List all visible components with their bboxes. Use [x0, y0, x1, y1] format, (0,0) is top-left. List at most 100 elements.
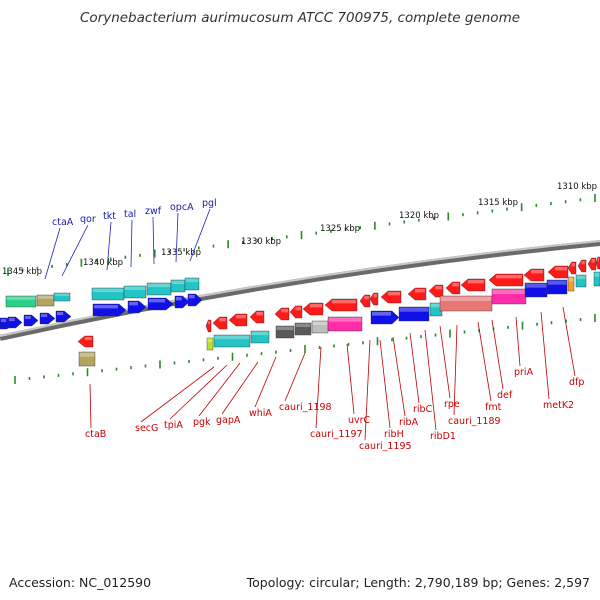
- label-leader: [346, 343, 355, 415]
- gene-feature-rrna-shine: [147, 283, 171, 288]
- scale-tick: [231, 352, 234, 361]
- gene-cds-reverse-shine: [388, 292, 400, 296]
- label-leader: [562, 306, 576, 377]
- gene-feature-rna-shine: [6, 296, 36, 300]
- gene-feature-misc: [78, 351, 96, 367]
- gene-cds-reverse: [302, 302, 324, 316]
- gene-feature-rrna-shine: [430, 303, 442, 308]
- gene-label-bottom: cauri_1197: [310, 429, 363, 440]
- gene-label-bottom: cauri_1198: [279, 402, 332, 413]
- label-leader: [254, 356, 277, 408]
- label-leader: [392, 336, 406, 417]
- gene-feature-rrna-shine: [594, 272, 600, 277]
- gene-cds-forward: [174, 295, 190, 309]
- gene-feature-rrna: [53, 292, 71, 302]
- label-leader: [439, 325, 451, 399]
- scale-tick: [344, 227, 347, 231]
- gene-label-bottom: ribA: [399, 417, 419, 428]
- gene-cds-forward: [23, 314, 39, 327]
- gene-label-bottom: ribC: [413, 404, 433, 415]
- gene-cds-reverse: [567, 261, 577, 275]
- scale-tick: [318, 345, 321, 349]
- gene-label-top: opcA: [170, 202, 194, 213]
- gene-cds-reverse-shine: [332, 300, 356, 304]
- scale-tick: [72, 372, 74, 376]
- gene-cds-reverse-shine: [310, 304, 322, 308]
- gene-cds-forward-shine: [176, 297, 182, 301]
- gene-feature-rrna-shine: [92, 288, 124, 293]
- gene-cds-reverse-shine: [452, 283, 459, 287]
- gene-cds-forward: [147, 297, 174, 311]
- label-leader: [152, 216, 155, 265]
- scale-tick: [173, 361, 176, 365]
- gene-feature-rrna: [123, 285, 147, 299]
- gene-cds-forward: [127, 300, 147, 314]
- backbone-shadow: [0, 240, 600, 341]
- label-leader: [364, 339, 371, 441]
- label-leaders: [44, 208, 576, 441]
- gene-feature-misc-shine: [207, 338, 213, 343]
- gene-feature-misc-shine: [79, 352, 95, 357]
- scale-tick: [507, 325, 509, 329]
- label-leader: [140, 366, 215, 423]
- scale-tick: [21, 268, 24, 272]
- gene-label-bottom: secG: [135, 423, 158, 434]
- gene-cds-reverse-shine: [281, 309, 288, 313]
- gene-cds-forward-shine: [1, 319, 7, 323]
- label-leader: [130, 219, 133, 268]
- scale-tick: [28, 376, 31, 380]
- gene-feature-rna: [5, 295, 37, 308]
- gene-cds-reverse-shine: [468, 280, 484, 284]
- gene-label-bottom: gapA: [216, 415, 241, 426]
- scale-tick: [449, 329, 451, 338]
- gene-label-top: zwf: [145, 206, 162, 217]
- genome-backbone: [0, 240, 600, 341]
- scale-tick: [101, 369, 103, 373]
- scale-tick: [227, 240, 229, 249]
- scale-tick: [271, 237, 273, 241]
- scale-labels: 1310 kbp 1315 kbp 1320 kbp 1325 kbp 1330 kbp…: [2, 182, 597, 277]
- scale-ticks-inner: [14, 314, 596, 384]
- scale-tick: [153, 249, 156, 258]
- gene-feature-rrna-shine: [214, 335, 250, 340]
- gene-feature-rrna: [250, 330, 270, 344]
- scale-tick: [188, 359, 190, 363]
- scale-tick: [246, 353, 248, 357]
- gene-cds-forward: [39, 312, 56, 325]
- gene-label-bottom: fmt: [485, 402, 502, 413]
- gene-cds-reverse: [460, 278, 486, 292]
- label-leader: [89, 383, 92, 429]
- gene-feature-rrna: [593, 271, 600, 287]
- gene-label-bottom: ribH: [384, 429, 404, 440]
- gene-cds-reverse: [324, 298, 358, 312]
- gene-cds-reverse-shine: [581, 261, 585, 265]
- gene-feature-cds-shine: [547, 280, 567, 285]
- scale-tick: [432, 216, 435, 220]
- gene-cds-forward: [370, 310, 400, 325]
- label-leader: [175, 212, 179, 263]
- label-leader: [284, 352, 306, 402]
- gene-cds-reverse-shine: [295, 307, 301, 311]
- gene-cds-reverse: [212, 316, 228, 330]
- scale-tick: [260, 352, 263, 356]
- gene-label-bottom: metK2: [543, 400, 574, 411]
- label-leader: [477, 321, 492, 402]
- scale-tick: [14, 376, 16, 384]
- scale-tick: [579, 198, 582, 202]
- gene-cds-reverse: [289, 305, 303, 319]
- scale-tick: [168, 250, 171, 254]
- scale-tick: [579, 318, 582, 322]
- label-leader: [515, 316, 521, 367]
- scale-label: 1330 kbp: [241, 237, 281, 247]
- label-leader: [379, 339, 391, 429]
- backbone-line: [0, 240, 600, 337]
- gene-cds-reverse: [523, 268, 545, 282]
- scale-tick: [388, 222, 391, 226]
- gene-cds-forward-shine: [149, 299, 165, 303]
- scale-tick: [286, 235, 288, 239]
- scale-tick: [256, 239, 259, 243]
- gene-cds-forward-shine: [94, 305, 118, 309]
- scale-tick: [521, 321, 524, 330]
- scale-tick: [536, 322, 538, 326]
